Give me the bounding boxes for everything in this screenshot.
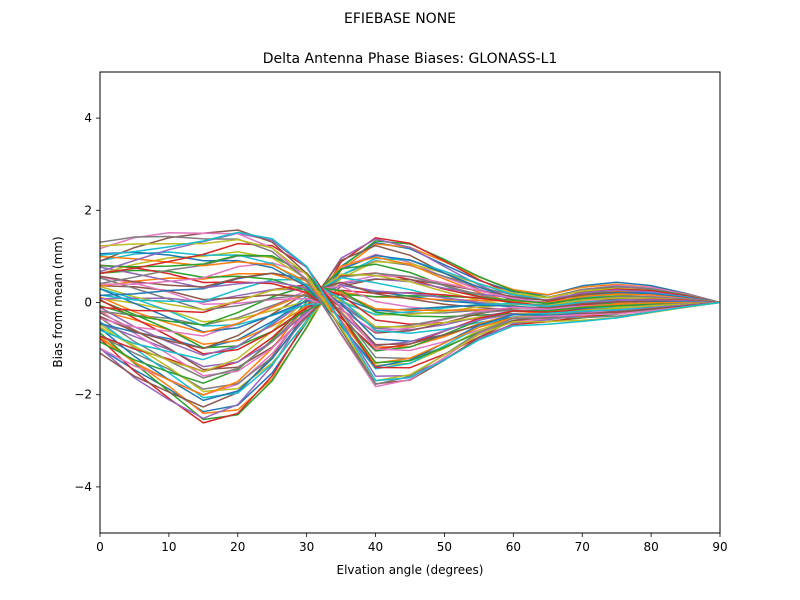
series-line — [99, 284, 721, 334]
series-line — [99, 235, 721, 386]
x-axis-label: Elvation angle (degrees) — [337, 563, 484, 577]
x-tick-label: 50 — [437, 540, 452, 554]
series-line — [99, 231, 721, 382]
series-line — [99, 297, 721, 323]
y-tick-label: 4 — [84, 111, 92, 125]
x-tick-label: 60 — [506, 540, 521, 554]
x-tick-label: 70 — [575, 540, 590, 554]
series-line — [99, 241, 721, 413]
y-tick-label: 0 — [84, 296, 92, 310]
series-line — [99, 232, 721, 388]
y-axis-label: Bias from mean (mm) — [51, 236, 65, 367]
x-tick-label: 0 — [96, 540, 104, 554]
series-line — [99, 251, 721, 370]
x-tick-label: 20 — [230, 540, 245, 554]
figure-suptitle: EFIEBASE NONE — [344, 11, 456, 27]
x-tick-label: 80 — [643, 540, 658, 554]
series-line — [99, 283, 721, 357]
series-line — [99, 260, 721, 393]
x-tick-label: 10 — [161, 540, 176, 554]
y-tick-label: −2 — [74, 388, 92, 402]
x-tick-label: 40 — [368, 540, 383, 554]
series-line — [99, 256, 721, 396]
series-line — [99, 291, 721, 334]
series-line — [99, 273, 721, 373]
chart-title: Delta Antenna Phase Biases: GLONASS-L1 — [263, 51, 558, 67]
series-line — [99, 285, 721, 328]
x-tick-label: 30 — [299, 540, 314, 554]
series-line — [99, 291, 721, 345]
y-tick-label: 2 — [84, 203, 92, 217]
series-line — [99, 242, 721, 369]
x-tick-label: 90 — [712, 540, 727, 554]
y-tick-label: −4 — [74, 480, 92, 494]
series-layer — [99, 229, 721, 424]
axes-layer: 0 10 20 30 40 50 60 70 80 90 −4 −2 0 2 4 — [74, 111, 727, 554]
